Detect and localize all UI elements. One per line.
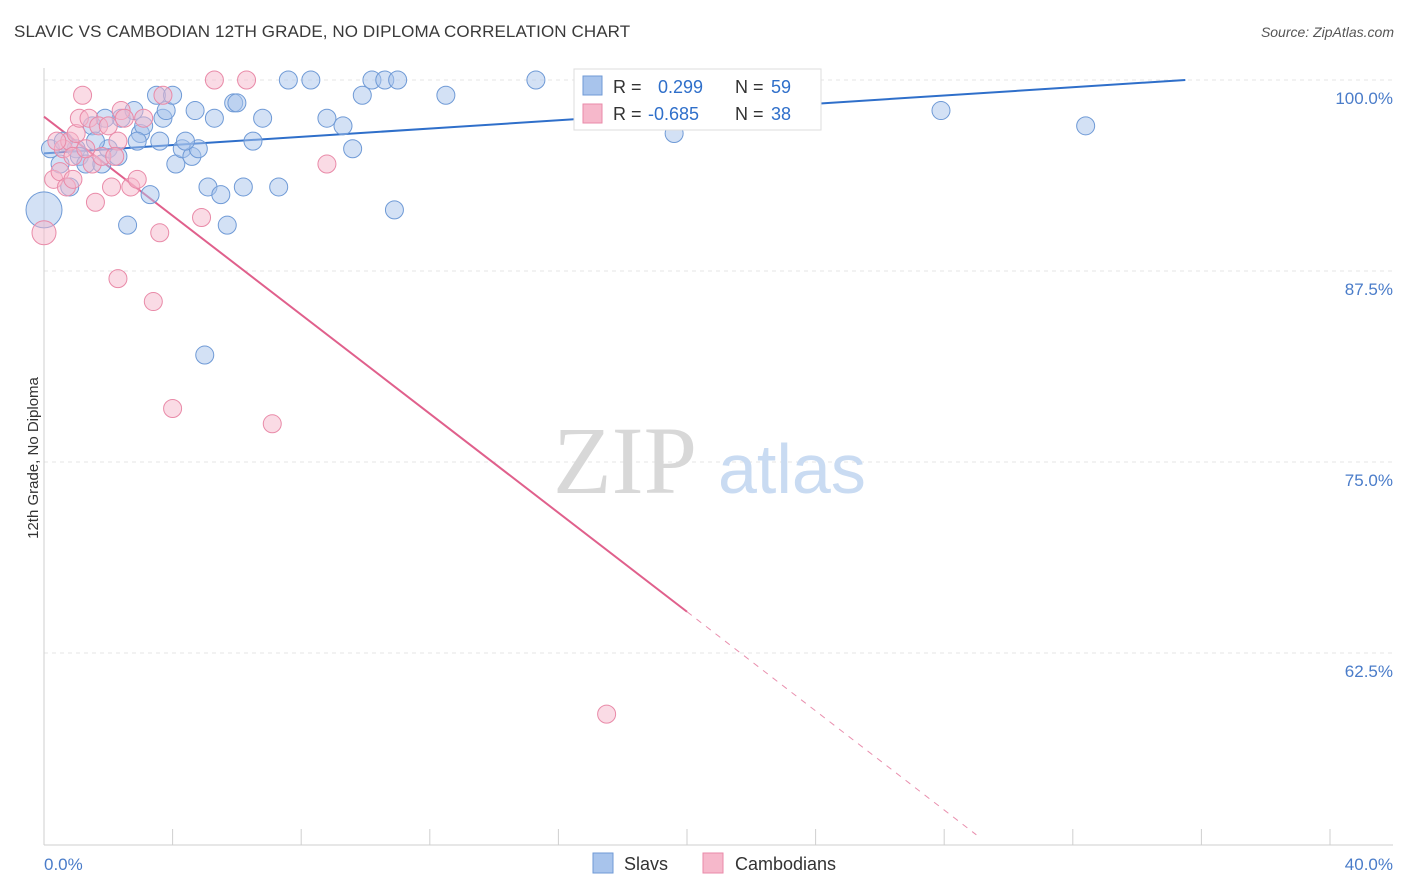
slavs-n-value: 59 bbox=[771, 77, 791, 97]
legend-slavs-swatch bbox=[592, 852, 614, 874]
slavs-point bbox=[317, 108, 337, 128]
x-tick-label: 0.0% bbox=[44, 855, 83, 874]
cambodians-n-value: 38 bbox=[771, 104, 791, 124]
slavs-point bbox=[118, 215, 138, 235]
cambodians-point bbox=[98, 116, 118, 136]
slavs-point bbox=[301, 70, 321, 90]
slavs-r-value: 0.299 bbox=[658, 77, 703, 97]
cambodians-point bbox=[153, 85, 173, 105]
slavs-point bbox=[195, 345, 215, 365]
slavs-n-label: N = bbox=[735, 77, 764, 97]
slavs-point bbox=[233, 177, 253, 197]
chart-title: SLAVIC VS CAMBODIAN 12TH GRADE, NO DIPLO… bbox=[14, 22, 631, 41]
slavs-point bbox=[243, 131, 263, 151]
cambodians-point bbox=[127, 169, 147, 189]
cambodians-r-value: -0.685 bbox=[648, 104, 699, 124]
cambodians-r-label: R = bbox=[613, 104, 642, 124]
watermark: ZIP atlas bbox=[553, 407, 866, 514]
slavs-point bbox=[352, 85, 372, 105]
cambodians-point bbox=[317, 154, 337, 174]
series-legend: Slavs Cambodians bbox=[592, 852, 836, 874]
cambodians-point bbox=[150, 223, 170, 243]
slavs-point bbox=[127, 131, 147, 151]
slavs-point bbox=[931, 101, 951, 121]
slavs-point bbox=[436, 85, 456, 105]
slavs-point bbox=[175, 131, 195, 151]
slavs-point bbox=[388, 70, 408, 90]
cambodians-point bbox=[163, 399, 183, 419]
watermark-zip: ZIP bbox=[553, 407, 697, 514]
stats-legend: R = 0.299 N = 59 R = -0.685 N = 38 bbox=[573, 68, 822, 131]
y-tick-label: 100.0% bbox=[1335, 89, 1393, 108]
cambodians-point bbox=[47, 131, 67, 151]
trendline-cambodians bbox=[43, 115, 688, 613]
slavs-point bbox=[211, 185, 231, 205]
trendline-extension-cambodians bbox=[686, 611, 977, 836]
cambodians-point bbox=[204, 70, 224, 90]
cambodians-point bbox=[134, 108, 154, 128]
legend-slavs-label: Slavs bbox=[624, 854, 668, 874]
cambodians-point bbox=[63, 169, 83, 189]
slavs-point bbox=[269, 177, 289, 197]
slavs-point bbox=[526, 70, 546, 90]
slavs-point bbox=[140, 185, 160, 205]
cambodians-n-label: N = bbox=[735, 104, 764, 124]
cambodians-point bbox=[237, 70, 257, 90]
cambodians-point bbox=[31, 220, 57, 246]
cambodians-point bbox=[192, 208, 212, 228]
cambodians-point bbox=[73, 85, 93, 105]
y-tick-label: 62.5% bbox=[1345, 662, 1393, 681]
slavs-point bbox=[227, 93, 247, 113]
slavs-point bbox=[185, 101, 205, 121]
slavs-point bbox=[1076, 116, 1096, 136]
cambodians-point bbox=[114, 108, 134, 128]
watermark-atlas: atlas bbox=[718, 430, 866, 508]
slavs-swatch bbox=[582, 75, 603, 96]
slavs-point bbox=[343, 139, 363, 159]
cambodians-point bbox=[143, 292, 163, 312]
slavs-point bbox=[253, 108, 273, 128]
cambodians-point bbox=[76, 139, 96, 159]
cambodians-swatch bbox=[582, 103, 603, 124]
grid-lines bbox=[44, 79, 1393, 654]
y-axis-label: 12th Grade, No Diploma bbox=[25, 376, 42, 538]
y-tick-label: 87.5% bbox=[1345, 280, 1393, 299]
slavs-point bbox=[278, 70, 298, 90]
slavs-point bbox=[217, 215, 237, 235]
cambodians-point bbox=[85, 192, 105, 212]
source-credit: Source: ZipAtlas.com bbox=[1260, 24, 1394, 40]
cambodians-point bbox=[105, 146, 125, 166]
x-tick-labels: 0.0% 40.0% bbox=[44, 855, 1393, 874]
y-tick-labels: 100.0% 87.5% 75.0% 62.5% bbox=[1335, 89, 1393, 681]
slavs-point bbox=[150, 131, 170, 151]
cambodians-point bbox=[102, 177, 122, 197]
cambodians-point bbox=[108, 269, 128, 289]
legend-cambodians-swatch bbox=[702, 852, 724, 874]
slavs-r-label: R = bbox=[613, 77, 642, 97]
y-tick-label: 75.0% bbox=[1345, 471, 1393, 490]
legend-cambodians-label: Cambodians bbox=[735, 854, 836, 874]
slavs-point bbox=[384, 200, 404, 220]
slavs-point bbox=[204, 108, 224, 128]
x-tick-label: 40.0% bbox=[1345, 855, 1393, 874]
cambodians-point bbox=[262, 414, 282, 434]
cambodians-point bbox=[597, 704, 617, 724]
slavs-point bbox=[333, 116, 353, 136]
data-points bbox=[25, 70, 1096, 724]
